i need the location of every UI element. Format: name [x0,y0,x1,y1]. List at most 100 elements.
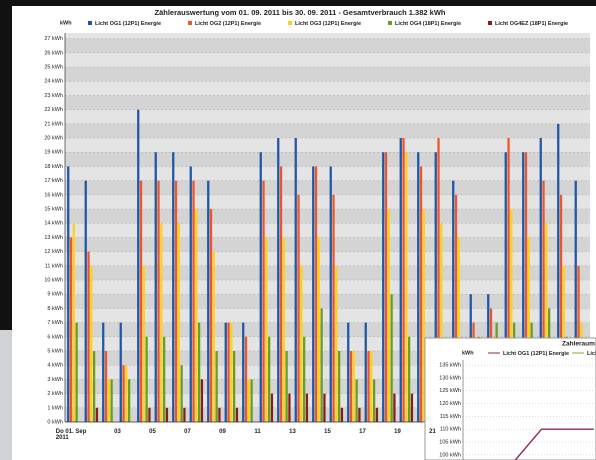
bar [146,337,148,422]
y-tick-label: 12 kWh [44,249,63,255]
bar [260,152,262,422]
bar [163,337,165,422]
plot-band [65,67,590,81]
bar [242,323,244,422]
y-tick-label: 2 kWh [47,391,63,397]
bar [216,351,218,422]
bar [385,152,387,422]
bar [353,351,355,422]
bar [417,152,419,422]
bar [262,181,264,422]
bar [382,152,384,422]
bar [338,351,340,422]
x-tick-label: 15 [311,429,345,435]
bar [93,351,95,422]
bar [335,266,337,422]
bar [358,408,360,422]
x-tick-label: 03 [101,429,135,435]
y-tick-label: 20 kWh [44,136,63,142]
bar [213,252,215,422]
y-tick-label: 21 kWh [44,121,63,127]
bar [70,237,72,422]
y-tick-label: 18 kWh [44,164,63,170]
y-tick-label: 135 kWh [439,363,461,369]
y-tick-label: 24 kWh [44,79,63,85]
bar [218,408,220,422]
y-tick-label: 105 kWh [439,440,461,446]
legend-label: Licht [587,351,596,357]
y-tick-label: 26 kWh [44,50,63,56]
bar [323,394,325,422]
legend-label: Licht OG1 (12P1) Energie [503,351,569,357]
bar [367,351,369,422]
bar [225,323,227,422]
y-axis-label: kWh [60,20,72,26]
bar [102,323,104,422]
plot-band [65,39,590,53]
bar [137,110,139,422]
bar [318,237,320,422]
x-tick-label: 19 [381,429,415,435]
bar [148,408,150,422]
bar [181,365,183,422]
bar [297,195,299,422]
y-axis-label: kWh [462,350,474,356]
screenshot: Zählerauswertung vom 01. 09. 2011 bis 30… [0,0,596,460]
bar [248,379,250,422]
bar [251,379,253,422]
bar [236,408,238,422]
background-photo [0,330,12,460]
bar [321,308,323,422]
y-tick-label: 3 kWh [47,377,63,383]
y-tick-label: 27 kWh [44,36,63,42]
legend-swatch [188,21,192,25]
bar [227,323,229,422]
y-tick-label: 16 kWh [44,192,63,198]
x-tick-label: 13 [276,429,310,435]
bar [341,408,343,422]
bar [198,323,200,422]
bar [90,266,92,422]
bar [312,166,314,422]
legend-swatch [288,21,292,25]
y-tick-label: 0 kWh [47,419,63,425]
legend-swatch [388,21,392,25]
y-tick-label: 9 kWh [47,292,63,298]
bar [306,394,308,422]
y-tick-label: 19 kWh [44,150,63,156]
legend-label: Licht OG3 (12P1) Energie [295,21,361,27]
plot-band [65,152,590,166]
x-tick-label: Do 01. Sep 2011 [56,429,90,441]
bar [192,181,194,422]
bar [295,138,297,422]
plot-band [65,95,590,109]
bar [166,408,168,422]
bar [420,166,422,422]
bar [233,351,235,422]
bar [365,323,367,422]
bar [391,294,393,422]
bar [400,138,402,422]
bar [178,223,180,422]
y-tick-label: 6 kWh [47,334,63,340]
bar [277,138,279,422]
bar [140,181,142,422]
bar [332,195,334,422]
y-tick-label: 23 kWh [44,93,63,99]
y-tick-label: 125 kWh [439,388,461,394]
bar [111,379,113,422]
plot-band [65,181,590,195]
x-tick-label: 11 [241,429,275,435]
bar [172,152,174,422]
y-tick-label: 14 kWh [44,221,63,227]
legend-label: Licht OG4 (18P1) Energie [395,21,461,27]
bar [347,323,349,422]
bar [370,351,372,422]
bar [356,379,358,422]
bar [175,181,177,422]
bar [96,408,98,422]
x-tick-label: 17 [346,429,380,435]
y-tick-label: 7 kWh [47,320,63,326]
bar [271,394,273,422]
bar [85,181,87,422]
